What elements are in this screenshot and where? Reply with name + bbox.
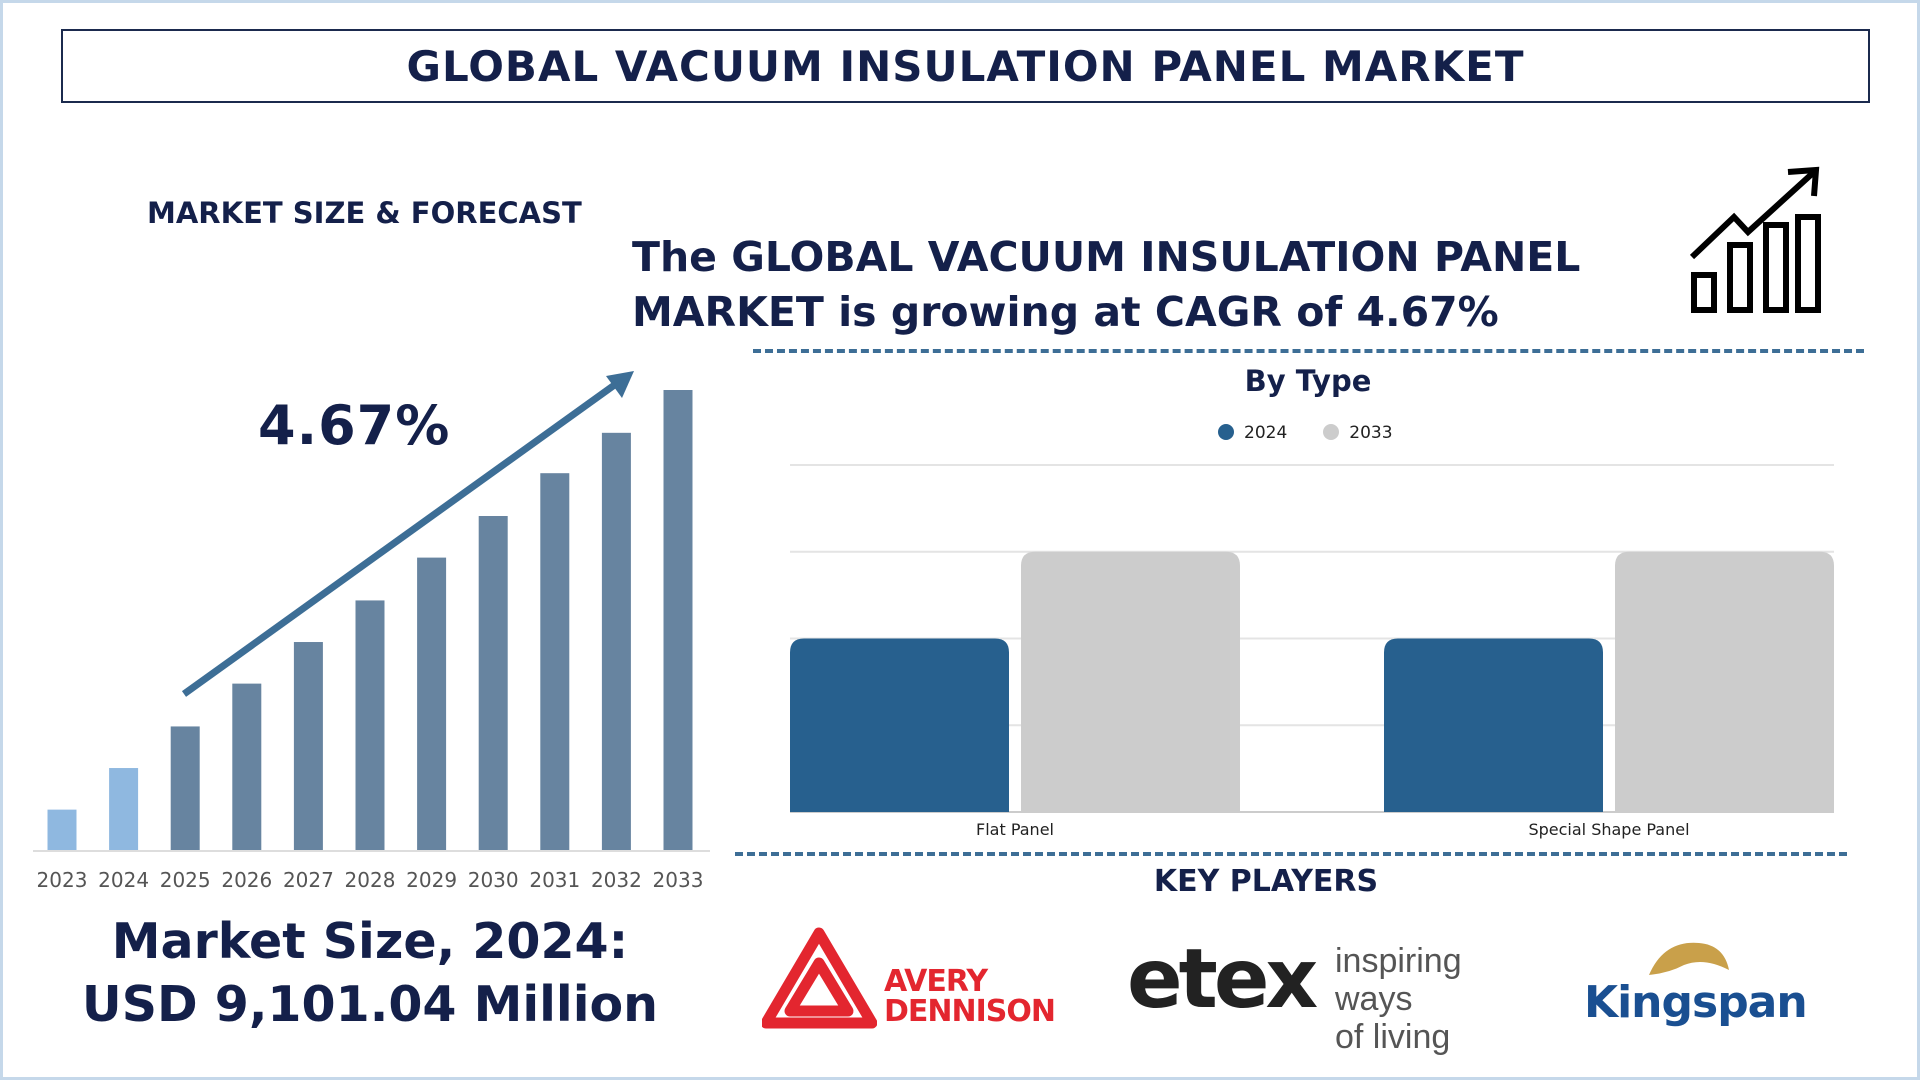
chart-legend: 2024 2033	[1218, 423, 1393, 443]
section-label: MARKET SIZE & FORECAST	[147, 196, 582, 230]
avery-triangle-icon	[762, 927, 877, 1029]
forecast-chart	[33, 371, 710, 852]
page-title: GLOBAL VACUUM INSULATION PANEL MARKET	[61, 29, 1870, 103]
legend-swatch	[1218, 424, 1234, 440]
forecast-bar-2024	[109, 768, 139, 850]
forecast-bar-2031	[540, 473, 570, 850]
forecast-bar-2023	[47, 809, 77, 850]
by-type-chart	[790, 464, 1834, 813]
headline-line-2: MARKET is growing at CAGR of 4.67%	[632, 288, 1499, 336]
growth-arrow-head	[606, 371, 634, 398]
legend-label: 2033	[1349, 423, 1393, 443]
year-label: 2033	[652, 868, 704, 892]
year-label: 2030	[467, 868, 519, 892]
legend-item-2024: 2024	[1218, 423, 1287, 443]
forecast-bar-2030	[478, 516, 508, 850]
avery-dennison-logo: AVERY DENNISON	[762, 925, 1092, 1030]
market-size-line-2: USD 9,101.04 Million	[81, 976, 659, 1033]
legend-label: 2024	[1244, 423, 1288, 443]
etex-wordmark: etex	[1127, 932, 1318, 1027]
kingspan-lion-icon	[1649, 942, 1729, 975]
year-label: 2031	[529, 868, 581, 892]
headline-line-1: The GLOBAL VACUUM INSULATION PANEL	[632, 233, 1581, 281]
forecast-bar-2026	[232, 683, 262, 850]
kingspan-logo: Kingspan	[1584, 935, 1808, 1035]
bar-special-shape-panel-2033	[1615, 551, 1834, 812]
forecast-bar-2028	[355, 600, 385, 850]
forecast-bar-2029	[417, 557, 447, 850]
bar-special-shape-panel-2024	[1384, 638, 1603, 812]
etex-logo: etex inspiring ways of living	[1127, 932, 1527, 1056]
market-size-line-1: Market Size, 2024:	[111, 913, 629, 970]
etex-tagline-1: inspiring ways	[1335, 942, 1462, 1018]
chart-title: By Type	[1244, 364, 1372, 398]
year-label: 2027	[282, 868, 334, 892]
year-label: 2025	[159, 868, 211, 892]
year-label: 2026	[221, 868, 273, 892]
category-label: Flat Panel	[976, 820, 1054, 839]
headline: The GLOBAL VACUUM INSULATION PANEL MARKE…	[632, 230, 1632, 340]
forecast-bar-2025	[170, 726, 200, 850]
cagr-label: 4.67%	[258, 394, 451, 457]
growth-chart-icon	[1689, 166, 1821, 313]
avery-line-2: DENNISON	[884, 994, 1056, 1029]
year-label: 2028	[344, 868, 396, 892]
bar-flat-panel-2033	[1021, 551, 1240, 812]
avery-line-1: AVERY	[884, 964, 988, 999]
category-label: Special Shape Panel	[1528, 820, 1690, 839]
year-label: 2032	[590, 868, 642, 892]
year-label: 2029	[406, 868, 458, 892]
legend-swatch	[1323, 424, 1340, 440]
growth-arrow	[181, 378, 623, 697]
forecast-bar-2032	[601, 432, 631, 850]
year-label: 2023	[36, 868, 88, 892]
divider-bottom	[735, 852, 1847, 856]
forecast-bar-2027	[293, 642, 323, 850]
kingspan-wordmark: Kingspan	[1584, 977, 1808, 1028]
etex-tagline: inspiring ways of living	[1335, 942, 1527, 1056]
etex-tagline-2: of living	[1335, 1018, 1451, 1056]
market-size: Market Size, 2024: USD 9,101.04 Million	[40, 910, 700, 1036]
forecast-bar-2033	[663, 390, 693, 850]
bar-flat-panel-2024	[790, 638, 1009, 812]
divider-top	[753, 349, 1864, 353]
legend-item-2033: 2033	[1323, 423, 1393, 443]
key-players-title: KEY PLAYERS	[1153, 864, 1379, 899]
year-label: 2024	[98, 868, 150, 892]
